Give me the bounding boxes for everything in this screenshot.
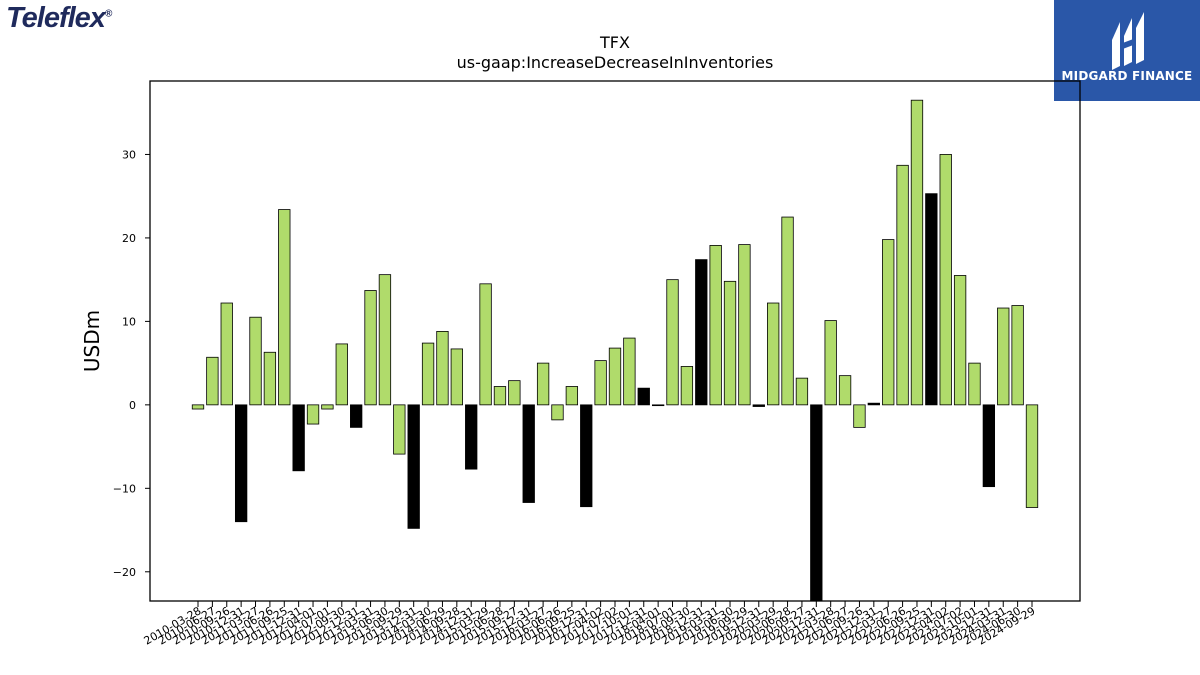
bar-2021-06-27 xyxy=(838,375,852,406)
bar-2024-03-31 xyxy=(997,307,1010,406)
bar-2012-04-01 xyxy=(306,404,320,425)
y-tick-label: 0 xyxy=(129,399,136,412)
bar-2022-03-27 xyxy=(882,239,895,406)
bar-2014-06-29 xyxy=(436,331,449,406)
bar-2014-09-28 xyxy=(450,348,463,406)
bar-2020-03-29 xyxy=(767,302,780,406)
plot-frame xyxy=(149,80,1081,602)
bar-2010-09-26 xyxy=(220,302,233,406)
bar-2023-04-02 xyxy=(939,154,952,406)
bar-2014-03-30 xyxy=(421,342,435,406)
bar-2017-04-02 xyxy=(594,360,607,406)
bar-2022-06-26 xyxy=(896,164,909,406)
registered-mark: ® xyxy=(104,8,112,20)
bar-2013-09-29 xyxy=(393,404,406,455)
teleflex-logo: Teleflex® xyxy=(6,2,112,35)
bar-2011-06-26 xyxy=(263,351,277,406)
bar-2016-09-25 xyxy=(565,386,579,406)
bar-2024-09-29 xyxy=(1025,404,1039,508)
y-tick-label: −20 xyxy=(113,566,136,579)
teleflex-logo-text: Teleflex xyxy=(6,2,106,34)
y-tick-label: −10 xyxy=(113,482,136,495)
bar-2019-12-31 xyxy=(752,404,765,407)
bar-2014-12-31 xyxy=(465,404,478,470)
bar-2011-12-31 xyxy=(292,404,305,472)
bar-2018-12-31 xyxy=(695,259,708,406)
bar-2019-06-30 xyxy=(723,280,737,406)
bar-2023-10-01 xyxy=(968,362,981,406)
bars-group xyxy=(191,99,1039,602)
bar-2013-12-31 xyxy=(407,404,420,529)
bar-2015-06-28 xyxy=(493,386,507,406)
bar-2017-10-01 xyxy=(623,337,636,406)
y-tick-label: 20 xyxy=(122,232,136,245)
y-axis-ticks: −20 −10 0 10 20 30 xyxy=(113,148,150,579)
bar-2012-07-01 xyxy=(321,404,334,410)
bar-2021-03-28 xyxy=(824,320,837,406)
bar-2018-09-30 xyxy=(680,366,694,406)
bar-2010-03-28 xyxy=(191,404,205,410)
midgard-finance-wordmark: MIDGARD FINANCE xyxy=(1061,69,1193,83)
bar-2010-06-27 xyxy=(206,356,219,406)
x-axis-ticks: 2010-03-282010-06-272010-09-262010-12-31… xyxy=(142,601,1038,648)
bar-2011-03-27 xyxy=(249,316,262,406)
bar-2016-06-26 xyxy=(551,404,564,421)
bar-2010-12-31 xyxy=(234,404,248,523)
bar-2011-09-25 xyxy=(278,209,291,406)
bar-2016-12-31 xyxy=(580,404,593,508)
bar-2021-09-26 xyxy=(853,404,866,428)
bar-2015-09-27 xyxy=(508,380,521,406)
bar-2018-04-01 xyxy=(651,404,665,407)
bar-2020-12-31 xyxy=(810,404,823,602)
bar-2013-03-31 xyxy=(364,290,377,406)
bar-2013-06-30 xyxy=(378,274,392,406)
bar-2017-12-31 xyxy=(637,387,650,406)
bar-2019-03-31 xyxy=(709,245,722,406)
bar-2016-03-27 xyxy=(536,362,550,406)
y-tick-label: 10 xyxy=(122,315,136,328)
bar-2023-12-31 xyxy=(982,404,996,488)
bar-2012-09-30 xyxy=(335,343,348,406)
bar-2023-07-02 xyxy=(953,275,967,406)
bar-2015-12-31 xyxy=(522,404,535,503)
chart-title: TFX xyxy=(599,33,630,52)
bar-2019-09-29 xyxy=(738,244,751,406)
chart-subtitle: us-gaap:IncreaseDecreaseInInventories xyxy=(457,53,774,72)
bar-2022-09-25 xyxy=(910,99,924,406)
midgard-finance-logo: MIDGARD FINANCE xyxy=(1054,0,1200,101)
bar-2021-12-31 xyxy=(867,402,880,406)
bar-2015-03-29 xyxy=(479,283,492,406)
y-tick-label: 30 xyxy=(122,148,136,161)
bar-2022-12-31 xyxy=(925,193,938,406)
bar-2020-09-27 xyxy=(795,377,809,406)
bar-2012-12-31 xyxy=(350,404,363,428)
y-axis-label: USDm xyxy=(80,310,104,372)
bar-2017-07-02 xyxy=(608,347,622,406)
midgard-emblem-icon xyxy=(1112,12,1144,70)
bar-2024-06-30 xyxy=(1011,305,1024,406)
bar-2018-07-01 xyxy=(666,279,679,406)
bar-2020-06-28 xyxy=(781,216,794,406)
